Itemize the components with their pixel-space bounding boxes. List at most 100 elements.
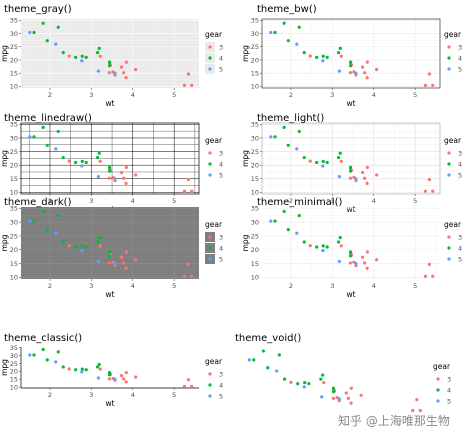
data-point-gear-5 bbox=[275, 369, 279, 373]
y-tick-label: 30 bbox=[251, 134, 259, 142]
y-tick-label: 30 bbox=[10, 218, 18, 226]
data-point-gear-4 bbox=[32, 30, 36, 35]
data-point-gear-4 bbox=[41, 21, 45, 25]
data-point-gear-4 bbox=[302, 155, 306, 160]
data-point-gear-4 bbox=[348, 250, 353, 254]
x-tick-label: 5 bbox=[413, 91, 417, 99]
data-point-gear-4 bbox=[348, 169, 353, 173]
data-point-gear-4 bbox=[282, 209, 286, 214]
y-tick-label: 10 bbox=[251, 189, 259, 197]
x-tick-label: 2 bbox=[48, 197, 52, 205]
data-point-gear-3 bbox=[423, 189, 428, 193]
legend-label: 5 bbox=[219, 393, 223, 401]
data-point-gear-3 bbox=[182, 83, 187, 87]
data-point-gear-3 bbox=[190, 384, 194, 389]
y-tick-label: 30 bbox=[251, 218, 259, 226]
data-point-gear-4 bbox=[45, 358, 49, 362]
data-point-gear-4 bbox=[336, 240, 341, 244]
legend-key-gear-4 bbox=[208, 383, 212, 387]
data-point-gear-4 bbox=[286, 228, 290, 232]
data-point-gear-3 bbox=[186, 262, 191, 266]
data-point-gear-3 bbox=[182, 274, 187, 278]
data-point-gear-4 bbox=[315, 160, 319, 165]
data-point-gear-3 bbox=[331, 396, 335, 400]
data-point-gear-4 bbox=[348, 64, 353, 68]
legend-key-gear-5 bbox=[447, 67, 451, 71]
data-point-gear-3 bbox=[122, 71, 126, 75]
data-point-gear-3 bbox=[375, 67, 379, 72]
data-point-gear-4 bbox=[32, 219, 36, 223]
data-point-gear-3 bbox=[431, 274, 435, 278]
legend-label: 5 bbox=[458, 172, 462, 180]
data-point-gear-5 bbox=[302, 385, 306, 389]
y-tick-label: 15 bbox=[10, 69, 18, 77]
data-point-gear-3 bbox=[119, 255, 124, 259]
data-point-gear-3 bbox=[348, 176, 352, 180]
data-point-gear-4 bbox=[107, 64, 112, 68]
data-point-gear-3 bbox=[365, 266, 369, 270]
y-tick-label: 15 bbox=[251, 69, 259, 77]
data-point-gear-4 bbox=[338, 151, 342, 155]
data-point-gear-3 bbox=[360, 255, 365, 259]
data-point-gear-3 bbox=[363, 176, 367, 180]
x-tick-label: 5 bbox=[172, 282, 176, 290]
chart-panel-minimal: 2 3 4 5101520253035wtmpgtheme_minimal()gear… bbox=[241, 197, 462, 299]
data-point-gear-3 bbox=[107, 377, 111, 381]
x-tick-label: 2 bbox=[289, 282, 293, 290]
data-point-gear-3 bbox=[98, 159, 102, 163]
data-point-gear-4 bbox=[325, 55, 329, 59]
y-tick-label: 35 bbox=[10, 121, 18, 129]
data-point-gear-5 bbox=[269, 30, 273, 35]
legend-key-gear-5 bbox=[208, 394, 212, 398]
chart-title: theme_gray() bbox=[4, 4, 72, 15]
data-point-gear-4 bbox=[331, 390, 336, 394]
data-point-gear-5 bbox=[321, 248, 325, 253]
data-point-gear-4 bbox=[80, 244, 84, 248]
data-point-gear-4 bbox=[61, 50, 65, 55]
y-tick-label: 10 bbox=[251, 83, 259, 91]
data-point-gear-4 bbox=[41, 209, 45, 214]
data-point-gear-5 bbox=[354, 177, 358, 181]
x-axis-label: wt bbox=[105, 290, 114, 299]
data-point-gear-4 bbox=[45, 143, 49, 147]
data-point-gear-4 bbox=[338, 236, 342, 240]
data-point-gear-3 bbox=[119, 170, 124, 175]
chart-title: theme_minimal() bbox=[257, 197, 342, 208]
data-point-gear-3 bbox=[339, 159, 343, 163]
y-tick-label: 30 bbox=[10, 352, 18, 360]
data-point-gear-4 bbox=[32, 353, 36, 357]
data-point-gear-3 bbox=[308, 159, 312, 163]
data-point-gear-4 bbox=[107, 250, 112, 254]
chart-panel-light: 2 3 4 5 10 15 20 25 30 35 wt mpg theme_light()gear 3 4… bbox=[241, 113, 462, 214]
data-point-gear-3 bbox=[107, 71, 111, 75]
data-point-gear-4 bbox=[273, 135, 277, 139]
x-tick-label: 5 bbox=[172, 391, 176, 399]
data-point-gear-3 bbox=[124, 266, 128, 270]
data-point-gear-5 bbox=[28, 353, 32, 357]
data-point-gear-4 bbox=[107, 60, 112, 64]
data-point-gear-5 bbox=[96, 259, 101, 263]
y-tick-label: 35 bbox=[10, 205, 18, 213]
legend-label: 3 bbox=[458, 44, 462, 52]
y-tick-label: 20 bbox=[251, 246, 259, 254]
y-axis-label: mpg bbox=[0, 150, 9, 167]
x-axis-label: wt bbox=[346, 99, 355, 108]
data-point-gear-4 bbox=[56, 350, 60, 354]
chart-panel-bw: 2 3 4 5 10 15 20 25 30 35 wt mpg theme_bw()gear 3 4 5 bbox=[241, 4, 462, 108]
data-point-gear-5 bbox=[54, 231, 58, 235]
data-point-gear-3 bbox=[363, 261, 367, 265]
legend-key-gear-4 bbox=[208, 56, 212, 60]
x-tick-label: 2 bbox=[48, 391, 52, 399]
y-tick-label: 35 bbox=[251, 17, 259, 25]
data-point-gear-3 bbox=[415, 397, 419, 402]
data-point-gear-3 bbox=[322, 381, 326, 385]
data-point-gear-3 bbox=[134, 258, 138, 262]
legend-key-gear-4 bbox=[447, 246, 451, 250]
data-point-gear-4 bbox=[336, 155, 341, 160]
legend-label: 3 bbox=[458, 234, 462, 242]
data-point-gear-3 bbox=[182, 189, 187, 193]
legend-title: gear bbox=[444, 220, 462, 229]
data-point-gear-4 bbox=[74, 55, 78, 59]
y-tick-label: 35 bbox=[10, 344, 18, 352]
